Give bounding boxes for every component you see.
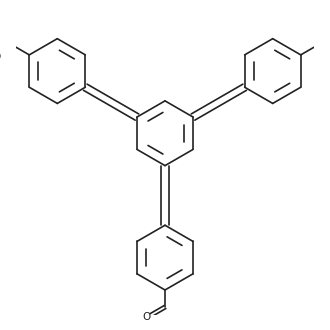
Text: O: O [329,52,330,62]
Text: O: O [0,52,1,62]
Text: O: O [143,313,151,322]
